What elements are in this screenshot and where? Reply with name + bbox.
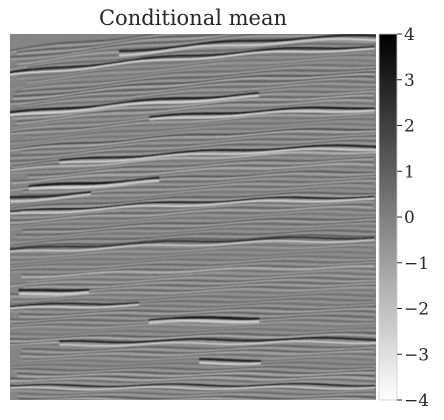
colorbar-gradient bbox=[379, 34, 397, 400]
colorbar-tick-label: 0 bbox=[404, 208, 415, 228]
reflector-line bbox=[0, 405, 376, 408]
colorbar-tick-label: 1 bbox=[404, 162, 415, 182]
colorbar-tick-label: −2 bbox=[404, 300, 429, 320]
reflector-line bbox=[53, 399, 338, 400]
colorbar-tick-label: −1 bbox=[404, 254, 429, 274]
colorbar-tick-label: −4 bbox=[404, 391, 429, 411]
colorbar-ticks: 4 3 2 1 0 −1 −2 −3 −4 bbox=[397, 25, 429, 411]
colorbar-tick-label: 2 bbox=[404, 117, 415, 137]
colorbar-tick-label: 3 bbox=[404, 71, 415, 91]
chart-title: Conditional mean bbox=[98, 6, 287, 30]
reflector-line bbox=[0, 402, 375, 405]
colorbar-tick-label: −3 bbox=[404, 345, 429, 365]
texture-overlay bbox=[10, 34, 376, 400]
heatmap-image bbox=[0, 34, 376, 409]
reflector-line bbox=[0, 406, 376, 409]
colorbar-tick-label: 4 bbox=[404, 25, 415, 45]
colorbar: 4 3 2 1 0 −1 −2 −3 −4 bbox=[378, 25, 429, 411]
